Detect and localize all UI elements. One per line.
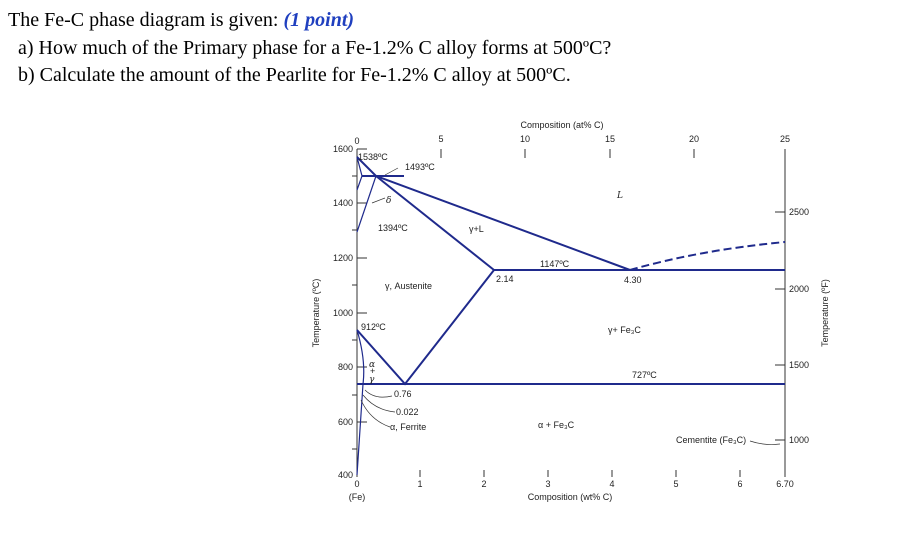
left-ticks [352,148,367,450]
tick-label: 5 [438,134,443,144]
label-1394: 1394ºC [378,223,408,233]
label-430: 4.30 [624,275,642,285]
bottom-ticks [419,470,741,477]
tick-label: 1200 [333,253,353,263]
tick-label: 2500 [789,207,809,217]
label-ferrite: α, Ferrite [390,422,426,432]
label-727: 727ºC [632,370,657,380]
right-axis-title: Temperature (ºF) [820,279,830,347]
leader-lines [360,167,781,445]
tick-label: 0 [354,479,359,489]
tick-label: 15 [605,134,615,144]
label-delta: δ [386,196,391,206]
points: (1 point) [284,9,355,31]
tick-label: 2 [481,479,486,489]
label-1538: 1538ºC [358,152,388,162]
top-ticks [440,149,695,158]
origin-note: (Fe) [349,492,366,502]
label-1493: 1493ºC [405,162,435,172]
label-912: 912ºC [361,322,386,332]
label-214: 2.14 [496,274,514,284]
label-1147: 1147ºC [540,259,570,269]
tick-label: 1000 [789,435,809,445]
tick-label: 2000 [789,284,809,294]
tick-label: 1400 [333,198,353,208]
top-tick-labels: 0 5 10 15 20 25 [354,134,790,146]
tick-label: 20 [689,134,699,144]
label-liquid: L [616,191,623,201]
tick-label: 3 [545,479,550,489]
tick-label: 600 [338,417,353,427]
right-ticks [775,211,785,441]
top-axis-title: Composition (at% C) [520,120,603,130]
right-tick-labels: 2500 2000 1500 1000 [789,207,809,445]
left-tick-labels: 1600 1400 1200 1000 800 600 400 [333,144,353,480]
label-austenite: γ, Austenite [385,281,432,291]
tick-label: 6.70 [776,479,794,489]
question-intro: The Fe-C phase diagram is given: (1 poin… [8,9,354,31]
question-a: a) How much of the Primary phase for a F… [18,37,611,59]
label-plus: + [370,366,375,376]
tick-label: 400 [338,470,353,480]
tick-label: 10 [520,134,530,144]
tick-label: 6 [737,479,742,489]
tick-label: 4 [609,479,614,489]
question-b: b) Calculate the amount of the Pearlite … [18,64,571,86]
left-axis-title: Temperature (ºC) [311,279,321,348]
label-076: 0.76 [394,389,412,399]
tick-label: 0 [354,136,359,146]
label-cementite: Cementite (Fe₃C) [676,435,746,445]
tick-label: 1000 [333,308,353,318]
tick-label: 5 [673,479,678,489]
bottom-tick-labels: 0 1 2 3 4 5 6 6.70 (Fe) [349,479,794,502]
tick-label: 800 [338,362,353,372]
diagram: Composition (at% C) 0 5 10 15 20 25 1600… [311,120,830,502]
intro-text: The Fe-C phase diagram is given: [8,9,279,31]
tick-label: 25 [780,134,790,144]
label-gamma-l: γ+L [469,224,484,234]
label-alpha-fe3c: α + Fe₃C [538,420,575,430]
tick-label: 1 [417,479,422,489]
bottom-axis-title: Composition (wt% C) [528,492,613,502]
label-alpha: α [369,360,375,370]
tick-label: 1600 [333,144,353,154]
label-gamma-fe3c: γ+ Fe₃C [608,325,641,335]
label-0022: 0.022 [396,407,419,417]
phase-lines [356,156,786,476]
label-gamma: γ [369,375,375,385]
tick-label: 1500 [789,360,809,370]
